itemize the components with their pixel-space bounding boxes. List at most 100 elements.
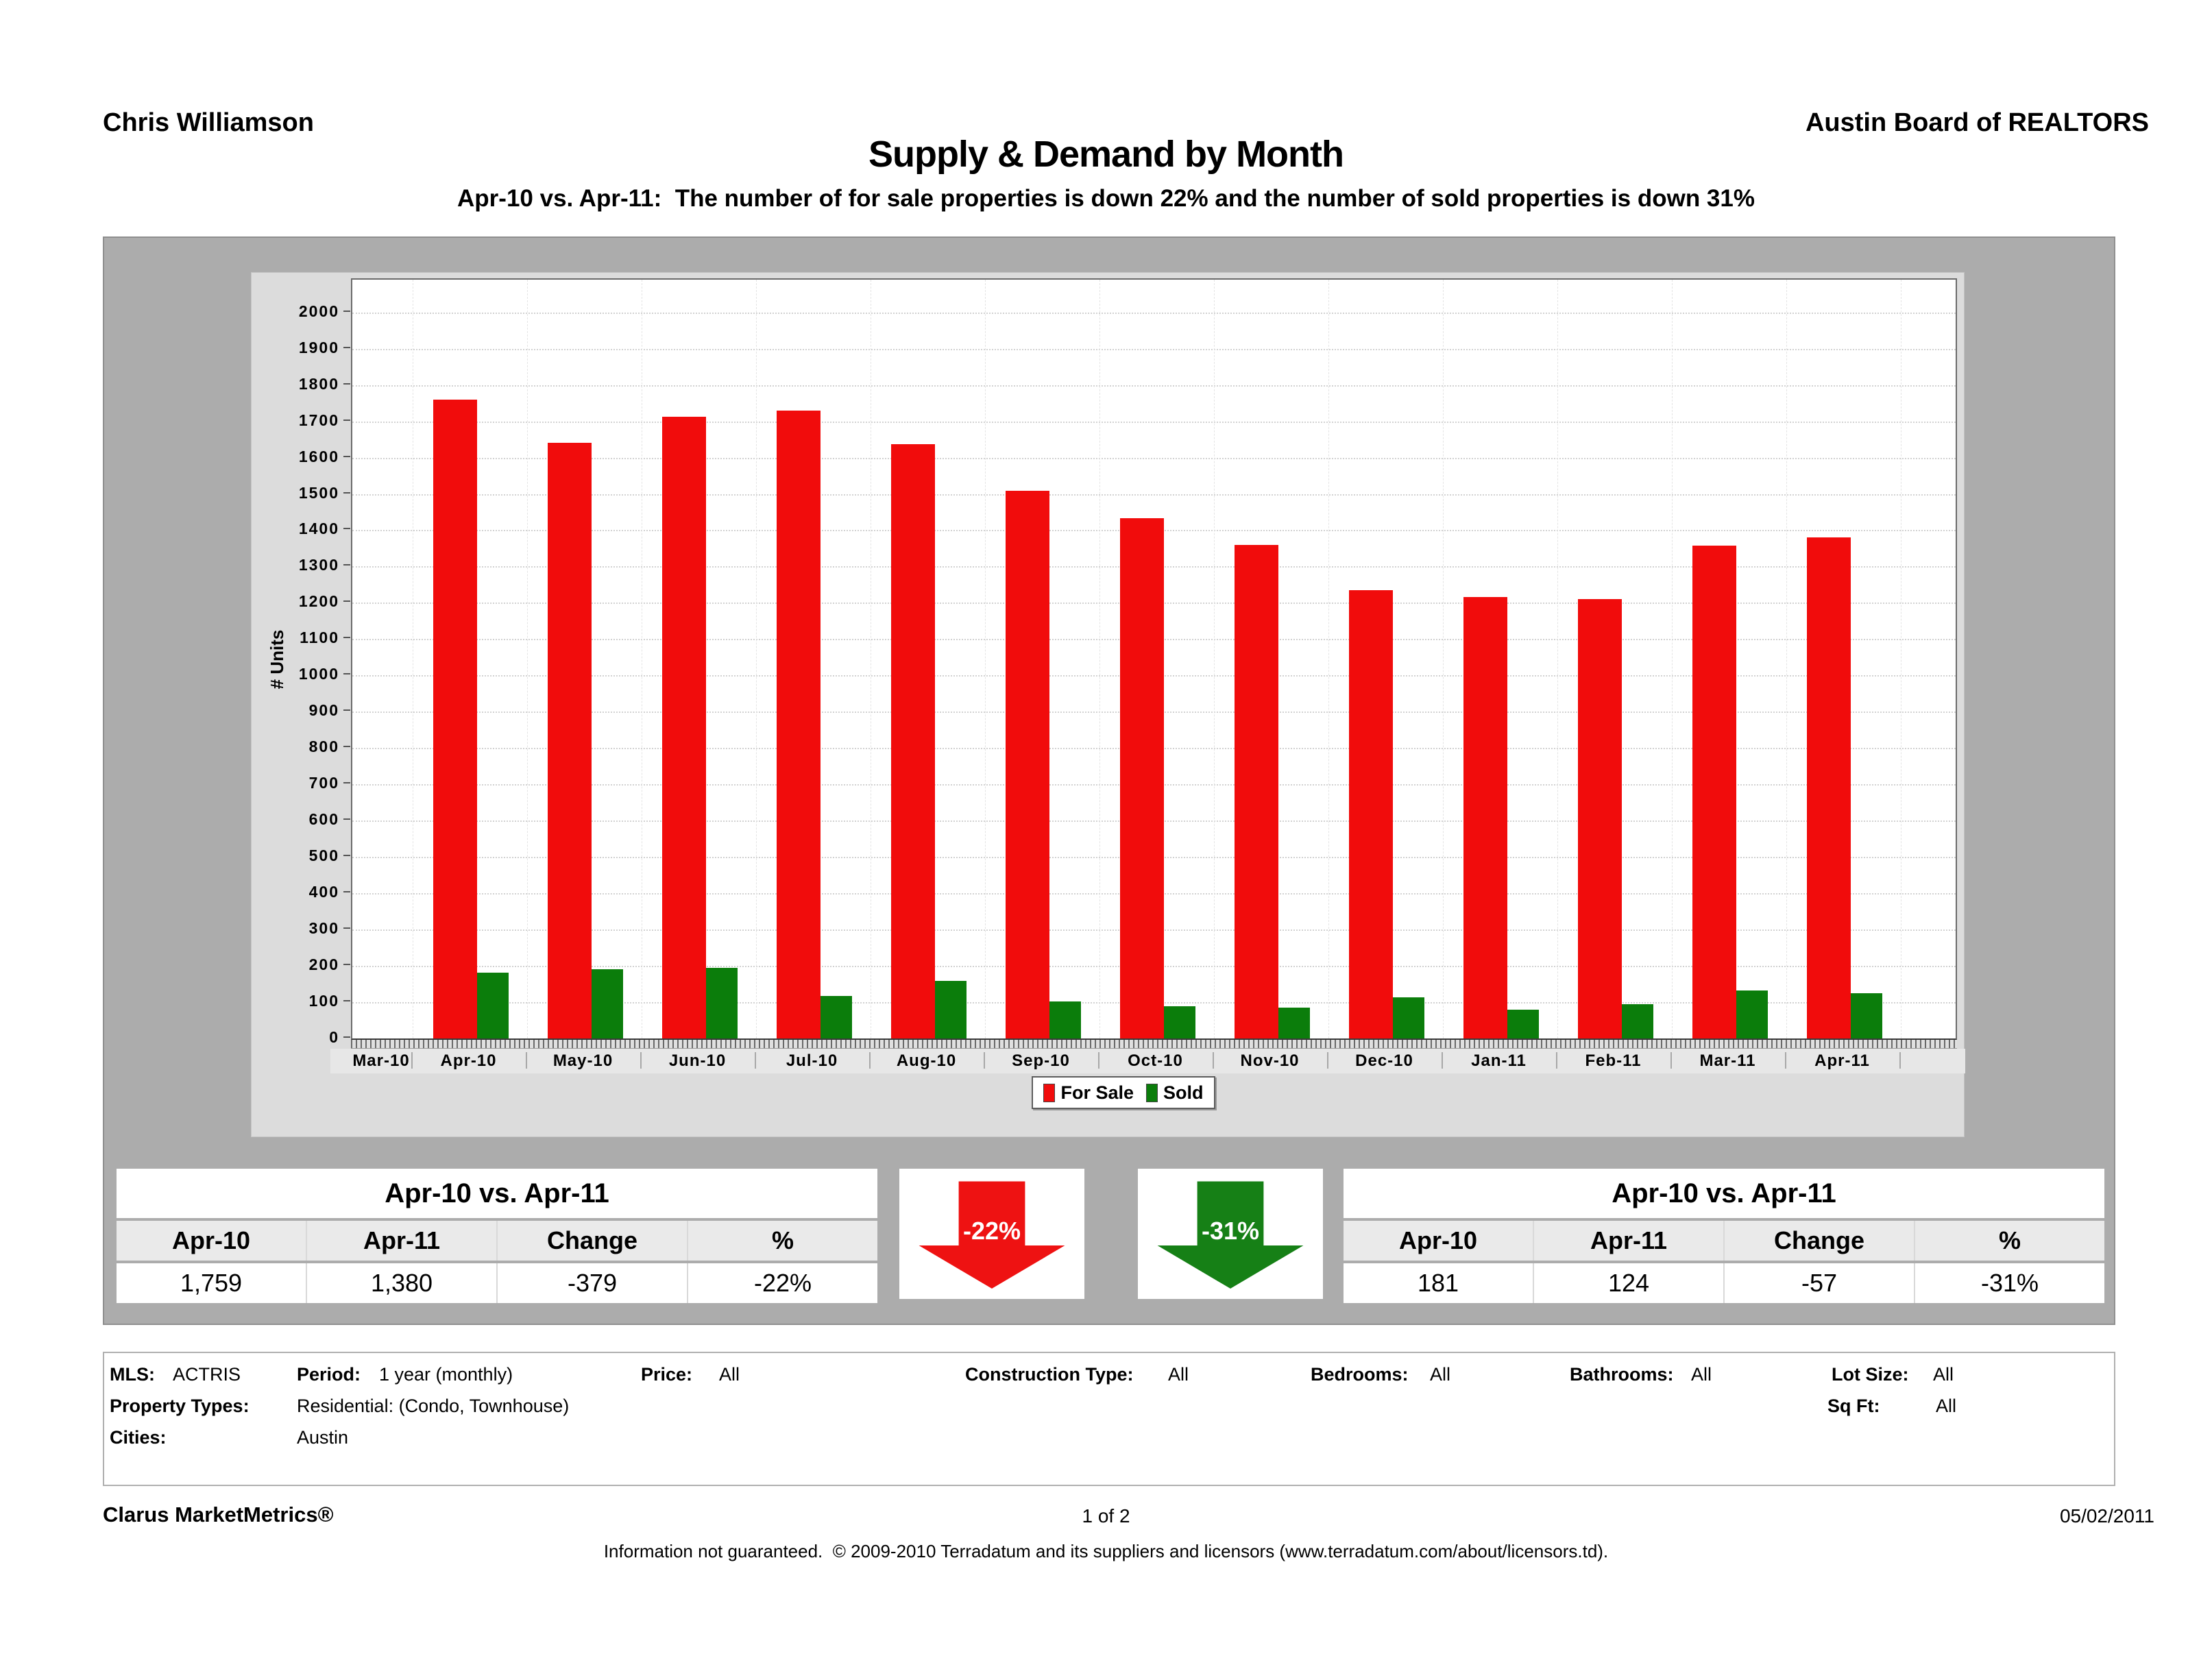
bar-for-sale-apr-11 [1807, 537, 1851, 1038]
x-tick-label-apr-10: Apr-10 [440, 1051, 497, 1070]
bar-for-sale-feb-11 [1578, 599, 1622, 1038]
bar-for-sale-jun-10 [662, 417, 706, 1038]
bar-for-sale-may-10 [548, 443, 592, 1038]
summary-header-cell: Apr-11 [306, 1221, 496, 1261]
x-axis-labels-strip: Mar-10 Apr-10 May-10 Jun-10 Jul-10 Aug-10 Sep-… [330, 1049, 1965, 1073]
sold-change-arrow-panel: -31% [1138, 1169, 1323, 1299]
x-tick-separator [1442, 1052, 1443, 1069]
x-tick-separator [411, 1052, 413, 1069]
report-subtitle: Apr-10 vs. Apr-11: The number of for sal… [457, 185, 1755, 212]
summary-table-header-row: Apr-10 Apr-11 Change % [1344, 1221, 2104, 1261]
for-sale-change-arrow-panel: -22% [899, 1169, 1084, 1299]
gridline-x [1672, 280, 1673, 1038]
y-tick-mark [343, 964, 350, 966]
summary-value-cell: -57 [1723, 1263, 1914, 1303]
x-tick-separator [755, 1052, 756, 1069]
summary-value-cell: -379 [496, 1263, 687, 1303]
x-tick-label-oct-10: Oct-10 [1128, 1051, 1183, 1070]
y-tick-label: 2000 [298, 302, 339, 320]
y-tick-mark [343, 855, 350, 857]
x-tick-separator [1213, 1052, 1214, 1069]
x-tick-separator [1327, 1052, 1328, 1069]
filter-label-cities: Cities: [110, 1427, 167, 1448]
filter-label-construction-type: Construction Type: [965, 1364, 1134, 1385]
bar-sold-mar-11 [1736, 990, 1768, 1038]
gridline-y-1600 [352, 457, 1956, 459]
filter-label-bedrooms: Bedrooms: [1311, 1364, 1409, 1385]
x-tick-separator [526, 1052, 527, 1069]
summary-value-cell: 1,759 [117, 1263, 306, 1303]
y-tick-mark [343, 673, 350, 675]
filter-label-lot-size: Lot Size: [1832, 1364, 1909, 1385]
chart-panel: # Units Mar-10 Apr-10 May-10 Jun-10 Jul-10 Au… [251, 272, 1965, 1137]
gridline-y-1700 [352, 421, 1956, 423]
summary-value-cell: 124 [1533, 1263, 1723, 1303]
summary-header-cell: Apr-11 [1533, 1221, 1723, 1261]
footer-brand: Clarus MarketMetrics® [103, 1503, 334, 1527]
summary-value-cell: 1,380 [306, 1263, 496, 1303]
gridline-x [1328, 280, 1329, 1038]
bar-sold-oct-10 [1164, 1006, 1195, 1038]
chart-legend: For Sale Sold [1032, 1076, 1215, 1109]
y-tick-label: 300 [308, 919, 339, 938]
y-tick-mark [343, 491, 350, 494]
report-title: Supply & Demand by Month [868, 134, 1344, 175]
summary-value-cell: 181 [1344, 1263, 1533, 1303]
y-tick-label: 1600 [298, 447, 339, 465]
x-tick-separator [1670, 1052, 1672, 1069]
bar-for-sale-mar-11 [1692, 546, 1736, 1038]
summary-header-cell: % [1914, 1221, 2104, 1261]
x-tick-label-dec-10: Dec-10 [1355, 1051, 1413, 1070]
summary-table-value-row: 1,759 1,380 -379 -22% [117, 1263, 877, 1303]
filter-value-price: All [719, 1364, 740, 1385]
gridline-x [1557, 280, 1558, 1038]
x-tick-separator [640, 1052, 642, 1069]
y-tick-mark [343, 709, 350, 712]
filter-value-bathrooms: All [1691, 1364, 1712, 1385]
summary-header-cell: Change [496, 1221, 687, 1261]
summary-table-for-sale: Apr-10 vs. Apr-11 Apr-10 Apr-11 Change %… [117, 1169, 877, 1306]
footer-date: 05/02/2011 [2059, 1505, 2154, 1527]
y-tick-mark [343, 382, 350, 385]
x-tick-separator [984, 1052, 985, 1069]
sold-swatch-icon [1146, 1083, 1158, 1102]
bar-sold-feb-11 [1622, 1004, 1653, 1038]
footer-page-number: 1 of 2 [1082, 1505, 1130, 1527]
y-tick-label: 1700 [298, 411, 339, 429]
legend-item-sold: Sold [1146, 1082, 1204, 1104]
bar-sold-jul-10 [821, 996, 852, 1038]
legend-label-for-sale: For Sale [1060, 1082, 1134, 1103]
x-tick-label-sep-10: Sep-10 [1012, 1051, 1070, 1070]
x-tick-label-apr-11: Apr-11 [1814, 1051, 1870, 1070]
bar-for-sale-nov-10 [1235, 545, 1278, 1038]
filter-value-mls: ACTRIS [173, 1364, 241, 1385]
bar-for-sale-jul-10 [777, 411, 821, 1038]
gridline-x [1443, 280, 1444, 1038]
summary-table-title: Apr-10 vs. Apr-11 [117, 1169, 877, 1218]
y-tick-mark [343, 1000, 350, 1002]
gridline-y-1800 [352, 385, 1956, 387]
x-tick-label-may-10: May-10 [552, 1051, 613, 1070]
filter-value-construction-type: All [1168, 1364, 1189, 1385]
summary-header-cell: Apr-10 [1344, 1221, 1533, 1261]
agent-name: Chris Williamson [103, 108, 314, 137]
bar-for-sale-oct-10 [1120, 518, 1164, 1038]
summary-header-cell: Change [1723, 1221, 1914, 1261]
gridline-x [527, 280, 528, 1038]
summary-header-cell: Apr-10 [117, 1221, 306, 1261]
y-tick-label: 0 [329, 1028, 339, 1046]
filter-value-bedrooms: All [1430, 1364, 1451, 1385]
y-tick-label: 500 [308, 847, 339, 865]
for-sale-swatch-icon [1043, 1083, 1056, 1102]
bar-sold-apr-10 [477, 973, 509, 1038]
chart-section: # Units Mar-10 Apr-10 May-10 Jun-10 Jul-10 Au… [103, 236, 2115, 1325]
y-tick-label: 1100 [300, 629, 339, 647]
x-tick-label-mar-11: Mar-11 [1699, 1051, 1756, 1070]
y-tick-label: 1500 [298, 483, 339, 502]
sold-change-percent: -31% [1201, 1217, 1260, 1245]
gridline-x [1214, 280, 1215, 1038]
gridline-x [756, 280, 757, 1038]
summary-table-header-row: Apr-10 Apr-11 Change % [117, 1221, 877, 1261]
bar-for-sale-apr-10 [433, 400, 477, 1038]
x-tick-separator [1899, 1052, 1901, 1069]
